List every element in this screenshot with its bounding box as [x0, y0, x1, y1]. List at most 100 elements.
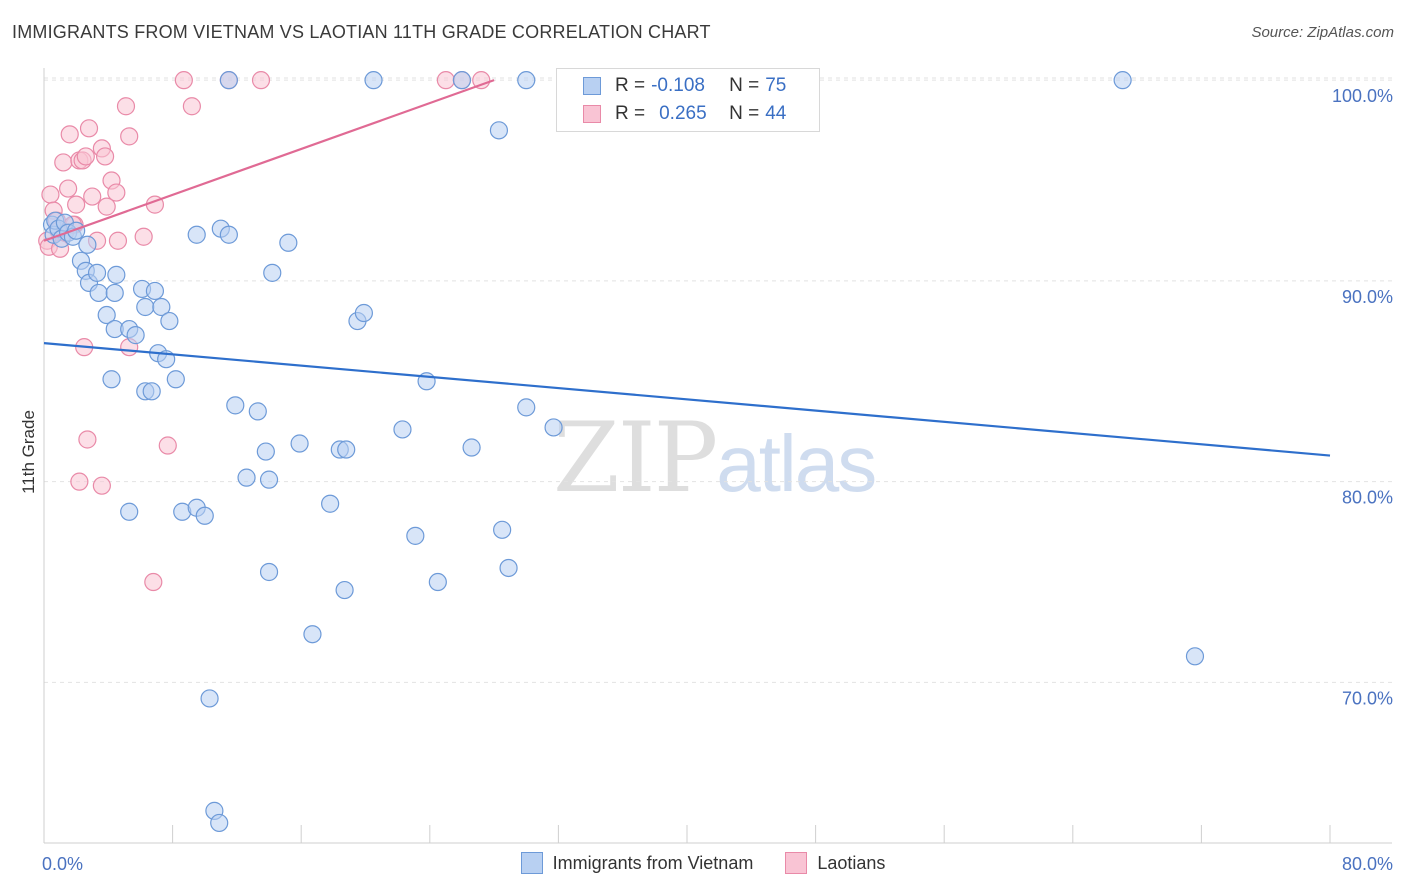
vietnam-point [210, 813, 229, 833]
vietnam-point [256, 442, 275, 461]
y-tick-label: 70.0% [1342, 688, 1393, 708]
laotian-point [78, 430, 97, 449]
vietnam-point [393, 420, 412, 439]
vietnam-point [152, 297, 171, 317]
vietnam-point [544, 418, 563, 437]
laotian-point [67, 195, 86, 214]
y-tick-label: 80.0% [1342, 488, 1393, 508]
vietnam-point [259, 470, 279, 489]
vietnam-point [303, 625, 322, 644]
laotian-point [144, 572, 163, 592]
vietnam-point [489, 121, 509, 140]
y-axis-label: 11th Grade [19, 410, 38, 494]
legend-swatch-blue [583, 77, 601, 95]
laotian-point [108, 231, 128, 250]
laotian-point [116, 97, 136, 116]
vietnam-point [335, 580, 354, 600]
vietnam-point [237, 468, 256, 487]
laotian-point [182, 97, 201, 116]
vietnam-point [219, 225, 238, 244]
stats-legend: R = -0.108 N = 75 R = 0.265 N = 44 [556, 68, 820, 132]
vietnam-point [97, 305, 116, 325]
vietnam-point [279, 233, 298, 252]
laotian-point [60, 125, 79, 144]
tick-labels: 70.0% 80.0% 90.0% 100.0% 0.0% 80.0% 11th Grade [19, 86, 1393, 874]
x-tick-label-min: 0.0% [42, 854, 83, 874]
vietnam-point [321, 494, 340, 513]
vietnam-point [364, 71, 383, 90]
laotian-point [79, 119, 99, 138]
legend-row-laotians: R = 0.265 N = 44 [583, 101, 786, 127]
laotian-point [120, 127, 139, 146]
laotian-point [97, 197, 116, 216]
legend-label-laotians: Laotians [817, 852, 886, 873]
legend-r-label: R = [615, 103, 646, 124]
vietnam-point [78, 235, 97, 254]
legend-n-label: N = [729, 103, 760, 124]
laotian-point [95, 147, 115, 166]
laotian-point [251, 71, 271, 90]
vietnam-point [290, 434, 309, 453]
laotian-point [436, 71, 455, 90]
y-tick-label: 100.0% [1332, 86, 1393, 106]
series-legend: Immigrants from Vietnam Laotians [0, 852, 1406, 874]
legend-n-value: 75 [765, 75, 787, 96]
vietnam-point [428, 572, 447, 592]
legend-swatch-blue [520, 852, 543, 874]
legend-item-vietnam: Immigrants from Vietnam [520, 852, 753, 874]
vietnam-point [1185, 647, 1205, 666]
vietnam-point [263, 263, 282, 282]
vietnam-point [67, 221, 86, 240]
y-tick-label: 90.0% [1342, 287, 1393, 307]
vietnam-point [462, 438, 481, 457]
laotian-point [70, 472, 89, 491]
watermark-atlas: atlas [716, 419, 877, 508]
vietnam-point [107, 265, 126, 284]
laotian-point [92, 476, 111, 495]
legend-swatch-pink [785, 852, 808, 874]
watermark: ZIPatlas [553, 402, 877, 514]
vietnam-point [226, 396, 245, 415]
legend-r-label: R = [615, 75, 646, 96]
vietnam-point [200, 689, 219, 708]
vietnam-point [1113, 71, 1132, 90]
vietnam-point [142, 382, 161, 401]
trend-line-laotians [43, 79, 495, 242]
vietnam-point [102, 370, 121, 389]
vietnam-point [452, 71, 472, 90]
legend-swatch-pink [583, 105, 601, 123]
x-tick-label-max: 80.0% [1342, 854, 1393, 874]
vietnam-point [354, 303, 373, 323]
vietnam-point [126, 326, 145, 345]
vietnam-point [160, 311, 179, 331]
vietnam-point [493, 520, 512, 539]
vietnam-point [499, 558, 518, 578]
laotian-point [472, 71, 491, 90]
legend-n-value: 44 [765, 103, 787, 124]
vietnam-point [337, 440, 356, 459]
vietnam-point [145, 281, 165, 301]
vietnam-point [105, 283, 124, 303]
vietnam-point [89, 283, 108, 303]
trend-line-vietnam [43, 342, 1331, 457]
legend-row-vietnam: R = -0.108 N = 75 [583, 73, 786, 99]
vietnam-point [219, 71, 238, 90]
vietnam-point [195, 506, 214, 525]
vietnam-point [187, 225, 206, 244]
laotian-point [134, 227, 153, 246]
laotian-point [59, 179, 78, 198]
laotian-point [107, 183, 126, 202]
legend-n-label: N = [729, 75, 760, 96]
vietnam-point [406, 526, 425, 545]
vietnam-point [136, 297, 155, 317]
laotian-point [83, 187, 102, 206]
legend-r-value: -0.108 [651, 75, 705, 96]
legend-r-value: 0.265 [659, 103, 707, 124]
vietnam-point [517, 398, 536, 417]
laotian-point [76, 147, 95, 166]
vietnam-point [259, 562, 279, 582]
legend-item-laotians: Laotians [785, 852, 885, 874]
laotian-point [54, 153, 73, 172]
vietnam-point [87, 263, 107, 282]
